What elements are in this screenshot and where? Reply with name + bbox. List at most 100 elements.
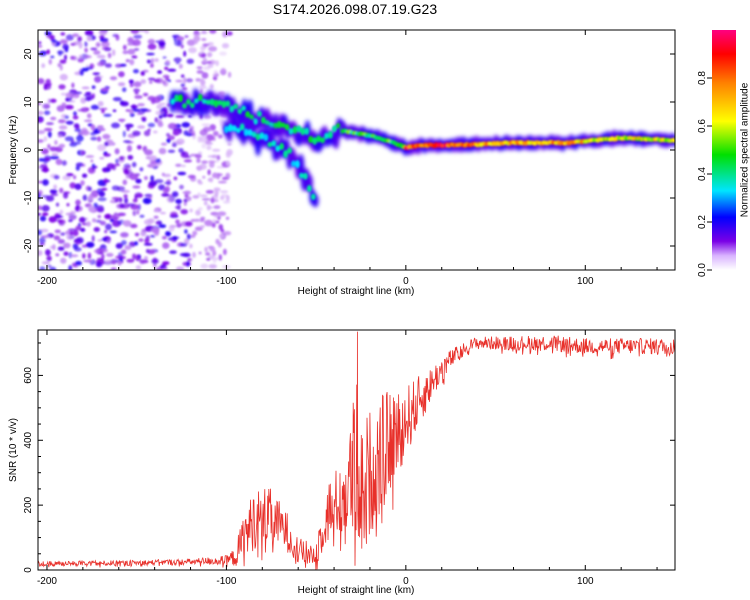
spectrogram-blob	[187, 257, 192, 262]
spectrogram-blob	[308, 135, 314, 143]
spectrogram-blob	[177, 171, 187, 176]
spectrogram-blob	[147, 38, 156, 45]
spectrogram-blob	[77, 57, 85, 63]
spectrogram-blob	[162, 261, 170, 265]
spectrogram-blob	[85, 155, 95, 158]
spectrogram-blob	[86, 113, 92, 119]
spectrogram-blob	[60, 257, 67, 264]
spectrogram-blob	[279, 142, 285, 150]
spectrogram-blob	[201, 98, 207, 104]
spectrogram-blob	[200, 45, 206, 51]
spectrogram-blob	[312, 137, 318, 145]
spectrogram-blob	[202, 43, 210, 47]
spectrogram-blob	[99, 35, 105, 39]
spectrogram-blob	[82, 253, 86, 259]
spectrogram-blob	[283, 150, 288, 158]
spectrogram-blob	[70, 210, 76, 215]
spectrogram-blob	[180, 209, 188, 215]
spectrogram-blob	[178, 94, 183, 103]
spectrogram-blob	[68, 214, 77, 221]
spectrogram-blob	[104, 47, 112, 52]
spectrogram-blob	[182, 87, 188, 91]
spectrogram-blob	[233, 103, 239, 110]
spectrogram-blob	[183, 77, 187, 84]
spectrogram-blob	[304, 127, 310, 135]
spectrogram-blob	[102, 133, 111, 140]
spectrogram-blob	[44, 103, 50, 108]
chart-title: S174.2026.098.07.19.G23	[273, 1, 437, 17]
spectrogram-blob	[261, 116, 266, 124]
spectrogram-blob	[199, 218, 205, 223]
y-tick-label: 0	[23, 567, 34, 573]
spectrogram-blob	[57, 246, 65, 251]
spectrogram-blob	[123, 140, 132, 143]
spectrogram-blob	[130, 105, 139, 108]
spectrogram-blob	[158, 40, 166, 48]
spectrogram-blob	[157, 121, 164, 128]
spectrogram-blob	[78, 216, 86, 223]
spectrogram-blob	[59, 73, 68, 81]
spectrogram-blob	[104, 259, 112, 264]
spectrogram-blob	[93, 50, 101, 55]
spectrogram-blob	[225, 151, 231, 158]
spectrogram-blob	[143, 243, 153, 246]
spectrogram-blob	[193, 98, 199, 104]
spectrogram-blob	[172, 129, 180, 136]
spectrogram-blob	[90, 47, 98, 51]
spectrogram-blob	[80, 107, 90, 113]
spectrogram-blob	[217, 180, 227, 184]
spectrogram-blob	[202, 175, 206, 179]
spectrogram-blob	[97, 61, 105, 67]
spectrogram-blob	[253, 118, 258, 125]
spectrogram-blob	[196, 66, 203, 70]
spectrogram-blob	[143, 92, 149, 97]
spectrogram-blob	[73, 175, 77, 180]
spectrogram-blob	[97, 197, 107, 202]
spectrogram-blob	[38, 41, 42, 45]
spectrogram-blob	[109, 76, 118, 81]
spectrogram-blob	[205, 190, 214, 194]
spectrogram-blob	[161, 172, 165, 177]
spectrogram-blob	[212, 218, 217, 223]
spectrogram-blob	[99, 220, 106, 226]
spectrogram-blob	[72, 230, 79, 237]
spectrogram-blob	[167, 79, 171, 83]
spectrogram-blob	[188, 128, 193, 134]
spectrogram-blob	[135, 178, 142, 184]
spectrogram-blob	[172, 191, 179, 198]
spectrogram-blob	[68, 252, 73, 259]
spectrogram-blob	[124, 197, 129, 204]
spectrogram-blob	[129, 223, 138, 229]
spectrogram-blob	[152, 161, 160, 169]
spectrogram-blob	[50, 155, 59, 160]
spectrogram-blob	[74, 247, 82, 252]
colorbar-gradient	[712, 30, 736, 270]
spectrogram-blob	[61, 160, 67, 166]
spectrogram-blob	[173, 176, 178, 181]
spectrogram-blob	[84, 47, 88, 53]
spectrogram-blob	[128, 241, 136, 248]
spectrogram-blob	[146, 59, 152, 64]
spectrogram-blob	[140, 71, 145, 76]
spectrogram-blob	[55, 202, 60, 207]
spectrogram-blob	[199, 225, 205, 228]
spectrogram-blob	[203, 114, 212, 120]
spectrogram-feature	[223, 112, 319, 208]
spectrogram-blob	[196, 70, 204, 74]
spectrogram-blob	[189, 243, 193, 249]
spectrogram-blob	[121, 240, 127, 246]
spectrogram-blob	[324, 132, 329, 140]
spectrogram-blob	[120, 101, 129, 107]
spectrogram-blob	[183, 159, 193, 163]
spectrogram-blob	[72, 115, 79, 120]
spectrogram-blob	[152, 96, 161, 104]
spectrogram-blob	[192, 251, 196, 258]
spectrogram-blob	[143, 130, 151, 137]
spectrogram-blob	[145, 235, 150, 240]
spectrogram-blob	[93, 249, 101, 254]
spectrogram-blob	[78, 54, 83, 59]
spectrogram-blob	[150, 234, 156, 238]
spectrogram-blob	[140, 108, 149, 112]
spectrogram-blob	[81, 244, 88, 248]
spectrogram-blob	[80, 180, 85, 186]
